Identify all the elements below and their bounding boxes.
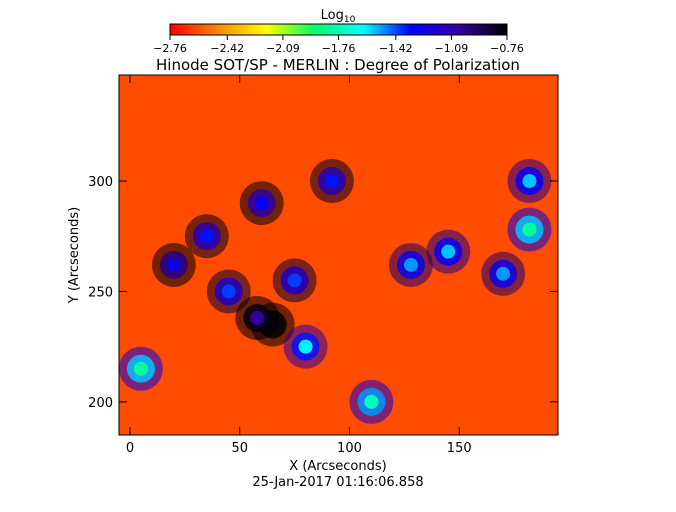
polarization-core	[403, 257, 418, 272]
chart-title: Hinode SOT/SP - MERLIN : Degree of Polar…	[156, 56, 520, 74]
colorbar-bar	[169, 23, 508, 36]
polarization-core	[324, 174, 339, 189]
polarization-core	[364, 394, 379, 409]
y-tick-label: 300	[88, 175, 113, 190]
timestamp: 25-Jan-2017 01:16:06.858	[252, 475, 423, 490]
colorbar-label: Log10	[321, 8, 356, 25]
polarization-core	[254, 196, 269, 211]
colorbar-label-subscript: 10	[344, 15, 356, 25]
x-tick-label: 100	[337, 441, 362, 456]
x-tick-label: 150	[447, 441, 472, 456]
colorbar-label-base: Log	[321, 8, 344, 23]
polarization-core	[287, 273, 302, 288]
polarization-core	[496, 266, 511, 281]
plot-area: 0 50 100 150 200 250 300	[88, 74, 559, 456]
polarization-core	[133, 361, 148, 376]
polarization-core	[522, 222, 537, 237]
polarization-core	[199, 229, 214, 244]
polarization-core	[441, 244, 456, 259]
polarization-core	[250, 310, 265, 325]
x-tick-label: 0	[126, 441, 134, 456]
x-axis-ticks: 0 50 100 150	[126, 75, 472, 456]
x-axis-label: X (Arcseconds)	[289, 459, 386, 474]
colorbar-tick-label: −1.76	[322, 42, 356, 55]
y-tick-label: 200	[88, 396, 113, 411]
x-tick-label: 50	[231, 441, 248, 456]
polarization-core	[298, 339, 313, 354]
colorbar-tick-label: −2.42	[210, 42, 244, 55]
colorbar-tick-label: −2.09	[266, 42, 300, 55]
y-axis-label: Y (Arcseconds)	[67, 207, 82, 304]
colorbar: Log10 −2.76 −2.42 −2.09 −1.76 −1.42 −1.09 −0.7…	[153, 8, 524, 55]
polarization-core	[221, 284, 236, 299]
plot-frame	[118, 74, 559, 436]
colorbar-tick-label: −1.42	[379, 42, 413, 55]
polarization-core	[166, 257, 181, 272]
colorbar-tick-label: −1.09	[435, 42, 469, 55]
colorbar-ticks: −2.76 −2.42 −2.09 −1.76 −1.42 −1.09 −0.76	[153, 35, 524, 55]
polarization-core	[522, 174, 537, 189]
colorbar-tick-label: −2.76	[153, 42, 187, 55]
colorbar-tick-label: −0.76	[490, 42, 524, 55]
y-tick-label: 250	[88, 285, 113, 300]
heatmap-features	[119, 159, 552, 424]
y-axis-ticks: 200 250 300	[88, 175, 558, 411]
